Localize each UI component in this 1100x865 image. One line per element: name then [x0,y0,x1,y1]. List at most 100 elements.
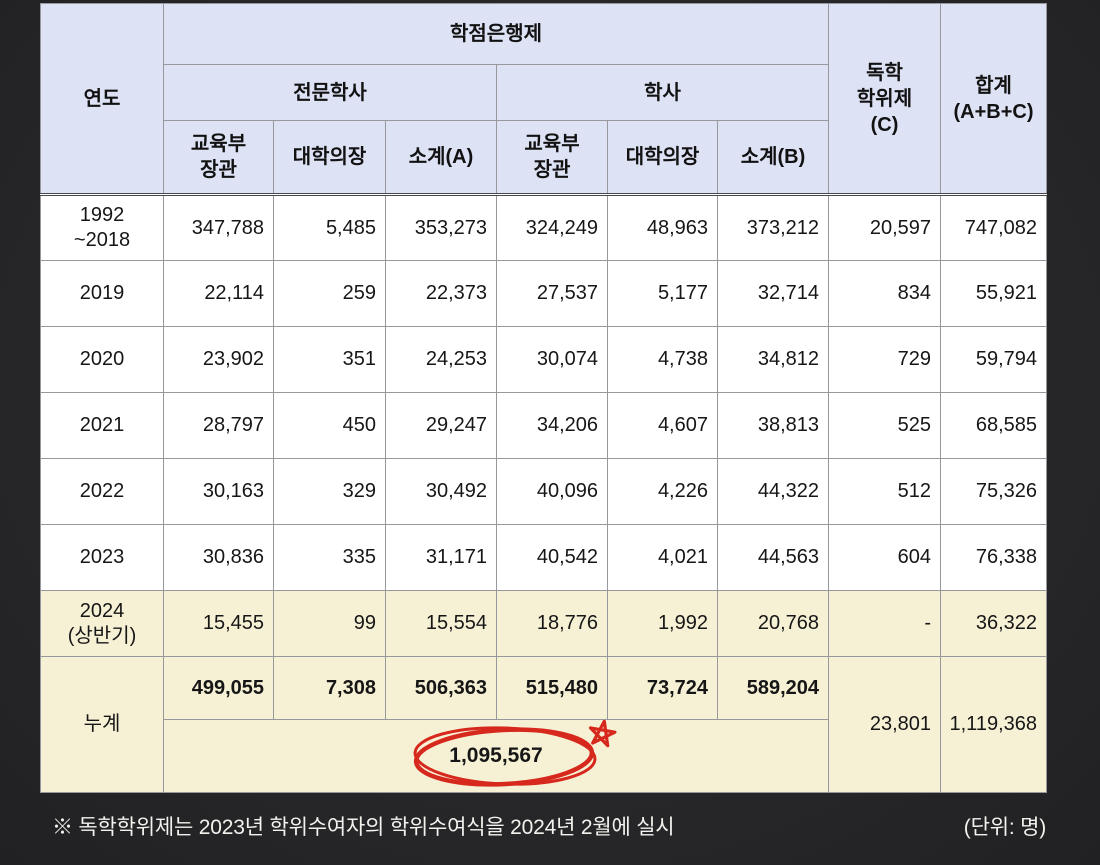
value-cell: 73,724 [607,656,718,720]
table-row-2024-h1: 2024 (상반기) 15,455 99 15,554 18,776 1,992… [40,590,1047,657]
year-cell: 2024 (상반기) [40,590,164,657]
value-cell: 324,249 [496,194,608,261]
header-bachelor-degree: 학사 [496,64,829,121]
value-cell: 351 [273,326,386,393]
value-cell: 4,607 [607,392,718,459]
cumulative-row: 누계 499,055 7,308 506,363 515,480 73,724 … [40,656,1047,793]
cumulative-label: 누계 [40,656,164,793]
circled-value: 1,095,567 [449,744,543,767]
value-cell: 4,738 [607,326,718,393]
value-cell: 31,171 [385,524,497,591]
value-cell: 499,055 [163,656,274,720]
year-cell: 2019 [40,260,164,327]
red-star-icon [588,720,617,748]
value-cell: 589,204 [717,656,829,720]
value-cell: 55,921 [940,260,1047,327]
degree-statistics-table: 연도 학점은행제 독학 학위제 (C) 합계 (A+B+C) 전문학사 학사 교… [40,3,1047,793]
table-row-1992-2018: 1992 ~2018 347,788 5,485 353,273 324,249… [40,194,1047,261]
cumulative-self-study-total: 23,801 [828,656,941,793]
header-row-1: 연도 학점은행제 독학 학위제 (C) 합계 (A+B+C) [40,3,1047,196]
value-cell: 34,206 [496,392,608,459]
year-cell: 2020 [40,326,164,393]
value-cell: 347,788 [163,194,274,261]
year-cell: 1992 ~2018 [40,194,164,261]
value-cell: 48,963 [607,194,718,261]
year-cell: 2022 [40,458,164,525]
value-cell: 30,836 [163,524,274,591]
value-cell: 353,273 [385,194,497,261]
value-cell: 68,585 [940,392,1047,459]
value-cell: 373,212 [717,194,829,261]
header-year: 연도 [40,3,164,196]
footer: ※ 독학학위제는 2023년 학위수여자의 학위수여식을 2024년 2월에 실… [40,811,1046,841]
value-cell: 747,082 [940,194,1047,261]
year-cell: 2021 [40,392,164,459]
value-cell: 34,812 [717,326,829,393]
value-cell: 24,253 [385,326,497,393]
value-cell: 40,096 [496,458,608,525]
table-row-2023: 2023 30,836 335 31,171 40,542 4,021 44,5… [40,524,1047,591]
value-cell: 30,074 [496,326,608,393]
value-cell: 40,542 [496,524,608,591]
header-bach-subtotal: 소계(B) [717,120,829,196]
header-assoc-minister: 교육부 장관 [163,120,274,196]
table-row-2020: 2020 23,902 351 24,253 30,074 4,738 34,8… [40,326,1047,393]
value-cell: 44,322 [717,458,829,525]
unit-note: (단위: 명) [963,816,1046,839]
header-assoc-president: 대학의장 [273,120,386,196]
value-cell: 20,768 [717,590,829,657]
value-cell: 36,322 [940,590,1047,657]
value-cell: 76,338 [940,524,1047,591]
table-row-2019: 2019 22,114 259 22,373 27,537 5,177 32,7… [40,260,1047,327]
cumulative-grand-total: 1,119,368 [940,656,1047,793]
value-cell: 22,373 [385,260,497,327]
value-cell: 44,563 [717,524,829,591]
value-cell: 30,163 [163,458,274,525]
header-bach-president: 대학의장 [607,120,718,196]
value-cell: 834 [828,260,941,327]
header-self-study-degree: 독학 학위제 (C) [828,3,941,196]
value-cell: 259 [273,260,386,327]
value-cell: 38,813 [717,392,829,459]
footnote-text: ※ 독학학위제는 2023년 학위수여자의 학위수여식을 2024년 2월에 실… [52,816,675,839]
header-assoc-subtotal: 소계(A) [385,120,497,196]
value-cell: 28,797 [163,392,274,459]
header-credit-bank: 학점은행제 [163,3,829,65]
value-cell: 75,326 [940,458,1047,525]
value-cell: 5,485 [273,194,386,261]
year-cell: 2023 [40,524,164,591]
value-cell: 4,226 [607,458,718,525]
header-associate-degree: 전문학사 [163,64,497,121]
value-cell: 23,902 [163,326,274,393]
header-bach-minister: 교육부 장관 [496,120,608,196]
value-cell: 450 [273,392,386,459]
value-cell: 5,177 [607,260,718,327]
header-grand-total: 합계 (A+B+C) [940,3,1047,196]
value-cell: 335 [273,524,386,591]
value-cell: 27,537 [496,260,608,327]
value-cell: 4,021 [607,524,718,591]
table-row-2021: 2021 28,797 450 29,247 34,206 4,607 38,8… [40,392,1047,459]
value-cell: 525 [828,392,941,459]
value-cell: 29,247 [385,392,497,459]
value-cell: 22,114 [163,260,274,327]
value-cell: - [828,590,941,657]
table-row-2022: 2022 30,163 329 30,492 40,096 4,226 44,3… [40,458,1047,525]
cumulative-merged-row: 1,095,567 [41,719,1047,793]
value-cell: 15,455 [163,590,274,657]
value-cell: 18,776 [496,590,608,657]
value-cell: 729 [828,326,941,393]
value-cell: 59,794 [940,326,1047,393]
credit-bank-cumulative-total: 1,095,567 [163,719,829,793]
value-cell: 20,597 [828,194,941,261]
value-cell: 30,492 [385,458,497,525]
value-cell: 1,992 [607,590,718,657]
value-cell: 604 [828,524,941,591]
value-cell: 32,714 [717,260,829,327]
value-cell: 512 [828,458,941,525]
value-cell: 15,554 [385,590,497,657]
value-cell: 329 [273,458,386,525]
value-cell: 99 [273,590,386,657]
header-row-3: 교육부 장관 대학의장 소계(A) 교육부 장관 대학의장 소계(B) [41,120,1047,196]
value-cell: 7,308 [273,656,386,720]
